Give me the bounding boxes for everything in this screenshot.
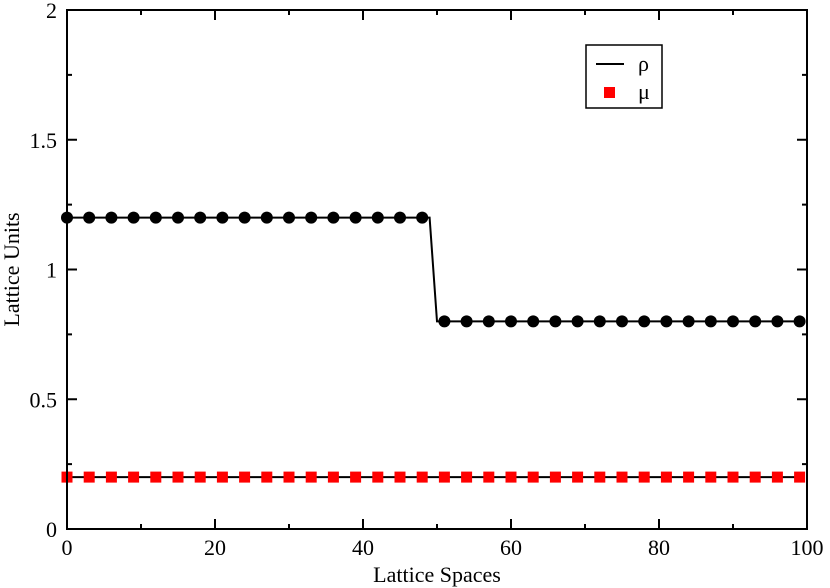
x-tick-label: 0 (62, 535, 73, 560)
data-point (483, 471, 495, 483)
data-point (794, 471, 806, 483)
y-tick-label: 1.5 (30, 128, 58, 153)
data-point (371, 211, 384, 224)
legend-box (585, 44, 663, 109)
data-point (416, 211, 429, 224)
legend-label-mu: μ (638, 79, 650, 104)
y-tick-label: 2 (46, 0, 57, 23)
data-point (505, 315, 517, 328)
data-point (172, 471, 184, 483)
data-point (416, 471, 428, 483)
data-point (461, 471, 473, 483)
plot-frame (66, 9, 808, 530)
data-point (749, 471, 761, 483)
data-point (349, 211, 362, 224)
data-point (660, 315, 673, 328)
data-point (682, 315, 695, 328)
data-point (460, 315, 473, 328)
data-point (593, 315, 606, 328)
data-point (260, 211, 273, 224)
series-line-0 (67, 216, 800, 323)
data-point (727, 315, 739, 328)
data-point (128, 471, 140, 483)
data-point (194, 471, 206, 483)
data-point (571, 315, 584, 328)
axis-ticks: 0 20 40 60 80 100 0 0.5 1 1.5 2 (30, 0, 824, 560)
data-point (394, 211, 406, 224)
x-tick-label: 40 (352, 535, 374, 560)
legend-marker-mu (604, 87, 615, 98)
data-point (527, 315, 540, 328)
y-axis-label: Lattice Units (0, 212, 24, 326)
data-point (261, 471, 273, 483)
legend: ρ μ (585, 44, 663, 109)
data-point (305, 211, 318, 224)
data-point (594, 471, 606, 483)
data-point (527, 471, 539, 483)
data-point (572, 471, 584, 483)
x-tick-label: 80 (648, 535, 670, 560)
y-tick-label: 0 (46, 517, 57, 542)
x-tick-label: 100 (791, 535, 824, 560)
data-point (238, 211, 251, 224)
data-point (505, 471, 517, 483)
data-point (327, 211, 340, 224)
data-point (394, 471, 406, 483)
data-point (549, 315, 562, 328)
data-point (216, 211, 229, 224)
data-point (194, 211, 207, 224)
data-point (283, 471, 295, 483)
data-point (216, 471, 228, 483)
data-point (172, 211, 184, 224)
data-point (749, 315, 762, 328)
x-tick-label: 60 (500, 535, 522, 560)
data-point (327, 471, 339, 483)
x-tick-label: 20 (204, 535, 226, 560)
data-point (549, 471, 561, 483)
data-point (239, 471, 251, 483)
x-axis-label: Lattice Spaces (373, 562, 501, 587)
data-point (683, 471, 695, 483)
data-point (727, 471, 739, 483)
data-point (83, 471, 95, 483)
data-point (105, 211, 118, 224)
data-point (482, 315, 495, 328)
data-point (105, 471, 117, 483)
data-point (372, 471, 384, 483)
data-point (638, 471, 650, 483)
data-point (149, 211, 162, 224)
y-tick-label: 0.5 (30, 387, 58, 412)
data-point (771, 315, 784, 328)
data-point (305, 471, 317, 483)
data-point (438, 471, 450, 483)
data-point (616, 315, 628, 328)
data-point (438, 315, 451, 328)
chart-marks (61, 211, 806, 483)
data-point (638, 315, 651, 328)
data-point (616, 471, 628, 483)
data-point (283, 211, 295, 224)
data-point (704, 315, 717, 328)
data-point (771, 471, 783, 483)
data-point (350, 471, 362, 483)
data-point (660, 471, 672, 483)
data-point (793, 315, 806, 328)
data-point (83, 211, 96, 224)
data-point (150, 471, 162, 483)
y-tick-label: 1 (46, 258, 57, 283)
legend-label-rho: ρ (638, 51, 649, 76)
data-point (127, 211, 140, 224)
data-point (705, 471, 717, 483)
